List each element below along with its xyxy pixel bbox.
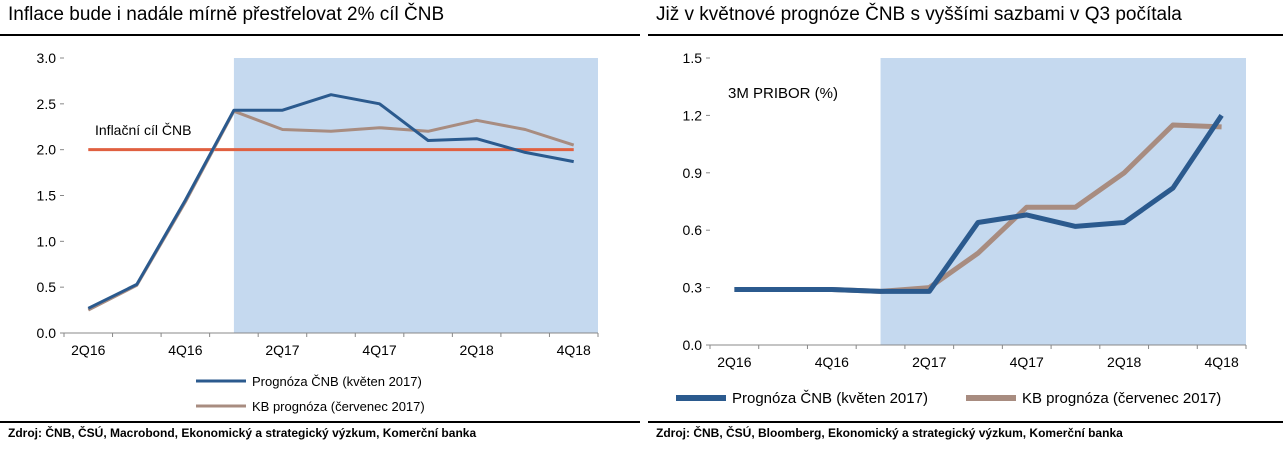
y-tick-label: 1.5 bbox=[37, 188, 57, 204]
title-rule bbox=[648, 34, 1283, 36]
forecast-shading bbox=[880, 58, 1246, 345]
series-line-cnb bbox=[734, 114, 1224, 294]
x-tick-label: 4Q16 bbox=[815, 354, 849, 370]
x-tick-label: 4Q17 bbox=[1010, 354, 1044, 370]
legend-label: KB prognóza (červenec 2017) bbox=[1022, 390, 1221, 407]
annotation: 3M PRIBOR (%) bbox=[728, 85, 838, 102]
y-tick-label: 1.5 bbox=[683, 50, 703, 66]
x-tick-label: 2Q18 bbox=[1107, 354, 1141, 370]
x-tick-label: 4Q16 bbox=[168, 342, 202, 358]
legend-label: Prognóza ČNB (květen 2017) bbox=[732, 390, 928, 407]
x-tick-label: 4Q18 bbox=[1205, 354, 1239, 370]
source-rule bbox=[0, 421, 640, 423]
x-tick-label: 2Q17 bbox=[912, 354, 946, 370]
y-tick-label: 0.3 bbox=[683, 280, 703, 296]
legend-label: KB prognóza (červenec 2017) bbox=[252, 399, 425, 414]
forecast-shading bbox=[233, 58, 598, 333]
source-rule bbox=[648, 421, 1283, 423]
annotation: Inflační cíl ČNB bbox=[95, 122, 191, 138]
y-tick-label: 0.0 bbox=[683, 337, 703, 353]
y-tick-label: 3.0 bbox=[37, 50, 57, 66]
x-tick-label: 2Q17 bbox=[265, 342, 299, 358]
chart-source: Zdroj: ČNB, ČSÚ, Bloomberg, Ekonomický a… bbox=[656, 426, 1123, 440]
y-tick-label: 1.0 bbox=[37, 233, 57, 249]
y-tick-label: 1.2 bbox=[683, 107, 703, 123]
series-line-cnb bbox=[87, 93, 574, 310]
chart-source: Zdroj: ČNB, ČSÚ, Macrobond, Ekonomický a… bbox=[8, 426, 477, 440]
y-tick-label: 2.0 bbox=[37, 142, 57, 158]
y-tick-label: 2.5 bbox=[37, 96, 57, 112]
x-tick-label: 4Q17 bbox=[362, 342, 396, 358]
x-tick-label: 4Q18 bbox=[557, 342, 591, 358]
y-tick-label: 0.9 bbox=[683, 165, 703, 181]
pribor-chart: 0.0 0.3 0.6 0.9 1.2 1.5 2Q16 4Q16 2Q17 4Q17 2Q18 4Q… bbox=[676, 50, 1247, 407]
legend-label: Prognóza ČNB (květen 2017) bbox=[252, 374, 422, 389]
chart-title: Inflace bude i nadále mírně přestřelovat… bbox=[8, 4, 445, 25]
inflation-chart: 0.0 0.5 1.0 1.5 2.0 2.5 3.0 2Q16 4Q16 2Q17 4Q17 2Q1… bbox=[37, 50, 599, 414]
x-tick-label: 2Q16 bbox=[717, 354, 751, 370]
y-tick-label: 0.0 bbox=[37, 325, 57, 341]
chart-title: Již v květnové prognóze ČNB s vyššími sa… bbox=[656, 4, 1182, 25]
chart-panel-pribor: Již v květnové prognóze ČNB s vyššími sa… bbox=[648, 0, 1283, 450]
x-tick-label: 2Q18 bbox=[460, 342, 494, 358]
y-tick-label: 0.5 bbox=[37, 279, 57, 295]
x-tick-label: 2Q16 bbox=[71, 342, 105, 358]
title-rule bbox=[0, 34, 640, 36]
y-tick-label: 0.6 bbox=[683, 222, 703, 238]
chart-panel-inflation: Inflace bude i nadále mírně přestřelovat… bbox=[0, 0, 640, 450]
